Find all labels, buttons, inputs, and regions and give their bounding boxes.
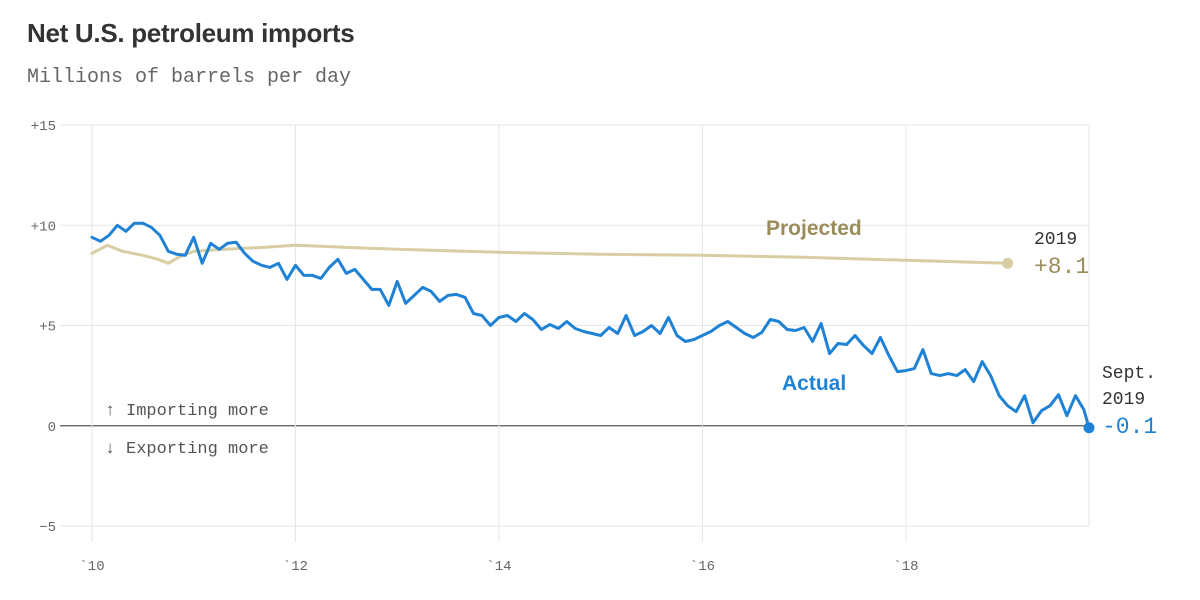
y-tick-label: +15	[31, 119, 56, 135]
exporting-more-note: Exporting more	[126, 440, 269, 459]
x-tick-label: `14	[486, 559, 511, 575]
y-tick-label: +10	[31, 219, 56, 235]
grid	[60, 124, 1090, 542]
chart-title: Net U.S. petroleum imports	[27, 18, 355, 48]
y-tick-label: +5	[39, 320, 56, 336]
projected-end-year: 2019	[1034, 230, 1077, 250]
x-tick-label: `12	[283, 559, 308, 575]
importing-more-note: Importing more	[126, 402, 269, 421]
x-tick-label: `16	[690, 559, 715, 575]
series-label-projected: Projected	[766, 217, 862, 240]
projected-end-value: +8.1	[1034, 254, 1089, 280]
actual-end-year: 2019	[1102, 390, 1145, 410]
actual-end-month: Sept.	[1102, 364, 1156, 384]
y-tick-label: −5	[39, 520, 56, 536]
y-tick-label: 0	[48, 420, 56, 436]
series-layer	[90, 221, 1095, 434]
series-label-actual: Actual	[782, 372, 846, 395]
x-tick-label: `10	[79, 559, 104, 575]
x-tick-label: `18	[893, 559, 918, 575]
importing-arrow-icon: ↑	[105, 402, 115, 421]
chart-subtitle: Millions of barrels per day	[27, 66, 352, 89]
y-axis-ticks: +15 +10 +5 0 −5	[31, 119, 56, 536]
series-line-projected	[90, 243, 1010, 265]
series-endpoint-projected	[1002, 257, 1014, 269]
series-endpoint-actual	[1083, 422, 1095, 434]
actual-end-value: -0.1	[1102, 414, 1157, 440]
exporting-arrow-icon: ↓	[105, 440, 115, 459]
x-axis-ticks: `10 `12 `14 `16 `18	[79, 559, 918, 575]
series-line-actual	[90, 221, 1091, 430]
